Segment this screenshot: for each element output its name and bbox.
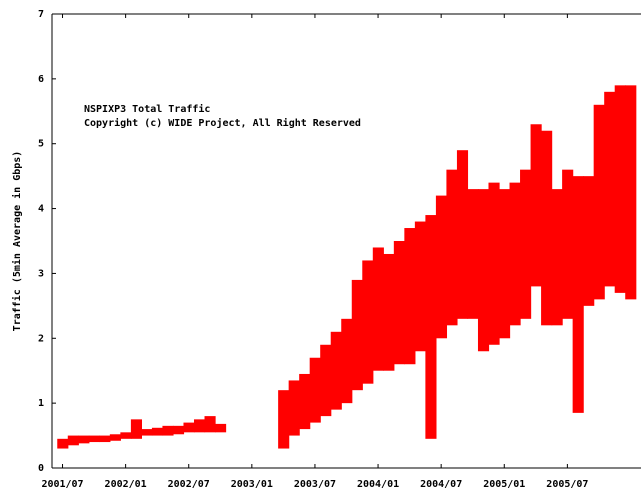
traffic-band xyxy=(183,422,195,433)
traffic-band xyxy=(520,169,532,319)
y-tick-label: 6 xyxy=(38,74,44,85)
traffic-band xyxy=(88,435,100,443)
y-tick-label: 5 xyxy=(38,139,44,150)
traffic-band xyxy=(151,427,164,436)
traffic-band xyxy=(193,419,206,433)
traffic-band xyxy=(467,189,479,319)
traffic-band xyxy=(309,357,321,423)
x-tick-label: 2001/07 xyxy=(41,479,83,490)
traffic-band xyxy=(551,189,563,326)
x-tick-label: 2005/01 xyxy=(483,479,525,490)
traffic-band xyxy=(530,124,542,287)
x-tick-label: 2002/01 xyxy=(105,479,147,490)
x-tick-label: 2005/07 xyxy=(546,479,588,490)
traffic-band xyxy=(393,241,405,365)
traffic-band xyxy=(572,176,584,413)
traffic-band xyxy=(99,435,111,443)
traffic-band xyxy=(583,176,595,306)
traffic-band xyxy=(172,425,185,435)
traffic-band xyxy=(383,253,395,371)
traffic-band xyxy=(488,182,500,345)
traffic-band xyxy=(278,390,290,449)
y-tick-label: 4 xyxy=(38,204,44,215)
traffic-band xyxy=(562,169,574,319)
traffic-band xyxy=(109,434,121,441)
y-tick-label: 7 xyxy=(38,9,44,20)
traffic-band xyxy=(372,247,384,371)
traffic-band xyxy=(362,260,374,384)
traffic-band xyxy=(499,189,511,339)
y-tick-label: 1 xyxy=(38,398,44,409)
traffic-band xyxy=(604,91,616,287)
traffic-band xyxy=(299,373,311,430)
traffic-band xyxy=(67,435,79,446)
traffic-band xyxy=(120,432,132,439)
traffic-band xyxy=(351,279,363,391)
x-tick-label: 2003/07 xyxy=(294,479,336,490)
x-tick-label: 2003/01 xyxy=(231,479,273,490)
traffic-band xyxy=(78,435,90,444)
traffic-band xyxy=(614,85,626,293)
traffic-band xyxy=(541,130,553,326)
traffic-band xyxy=(414,221,426,352)
traffic-band xyxy=(593,104,605,300)
traffic-band xyxy=(625,85,637,300)
x-tick-label: 2004/01 xyxy=(357,479,399,490)
traffic-band xyxy=(330,331,342,410)
traffic-band xyxy=(215,423,227,433)
x-tick-label: 2004/07 xyxy=(420,479,462,490)
chart-subtitle: Copyright (c) WIDE Project, All Right Re… xyxy=(84,117,361,129)
y-tick-label: 2 xyxy=(38,333,44,344)
traffic-band xyxy=(57,438,69,449)
traffic-band xyxy=(477,189,490,352)
traffic-band xyxy=(204,416,216,433)
x-tick-label: 2002/07 xyxy=(168,479,210,490)
traffic-band xyxy=(446,169,458,326)
traffic-band xyxy=(425,215,437,439)
traffic-band xyxy=(435,195,448,339)
traffic-band xyxy=(162,425,174,436)
traffic-band xyxy=(341,318,353,404)
traffic-band xyxy=(130,419,143,439)
traffic-band xyxy=(288,380,300,436)
y-tick-label: 0 xyxy=(38,463,44,474)
traffic-band xyxy=(404,228,416,365)
chart-title: NSPIXP3 Total Traffic xyxy=(84,103,210,115)
traffic-band xyxy=(509,182,521,326)
traffic-band xyxy=(141,429,153,436)
traffic-band xyxy=(320,344,332,417)
traffic-band xyxy=(456,150,469,319)
y-axis-label: Traffic (5min Average in Gbps) xyxy=(11,151,23,332)
y-tick-label: 3 xyxy=(38,268,44,279)
